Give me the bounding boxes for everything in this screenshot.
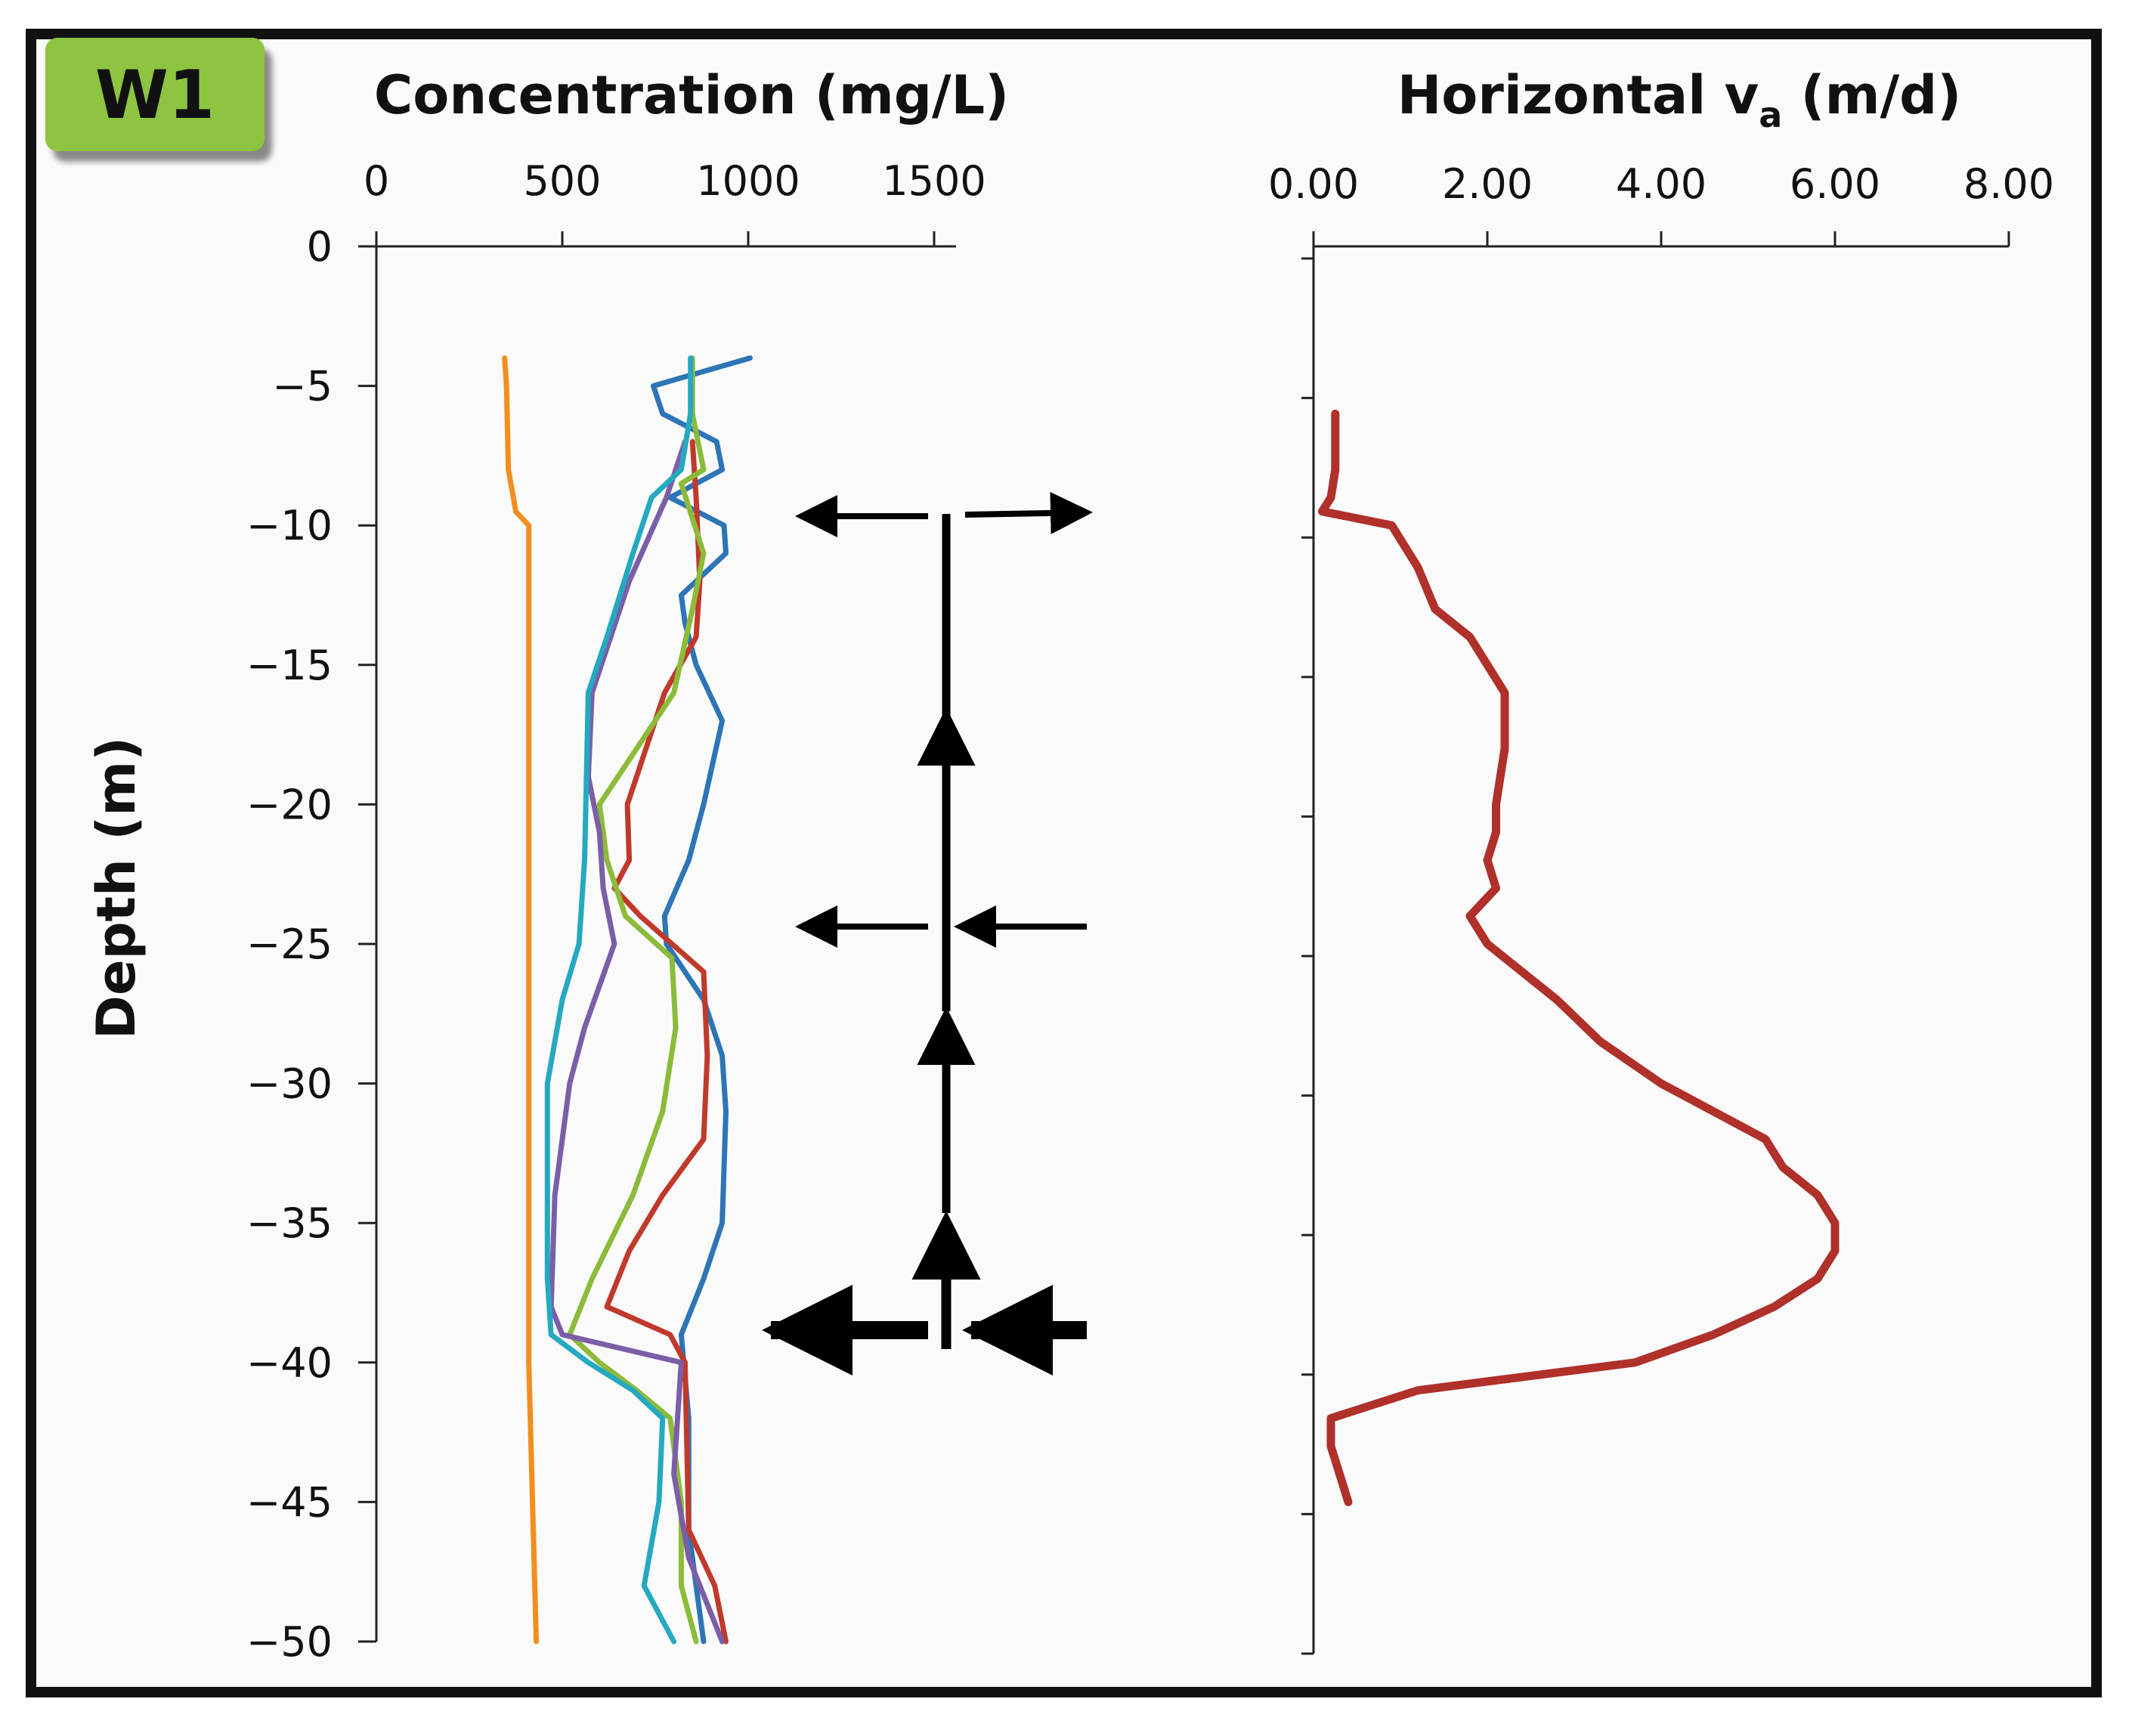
right-x-tick-labels: 0.00 2.00 4.00 6.00 8.00 (1268, 160, 2054, 208)
left-y-tick-label: 0 (307, 223, 333, 271)
left-y-tick-label: −15 (246, 642, 333, 689)
left-y-tick-label: −40 (246, 1339, 333, 1387)
right-x-tick-label: 6.00 (1790, 160, 1880, 208)
left-y-tick-label: −50 (246, 1618, 333, 1666)
left-y-tick-label: −25 (246, 921, 333, 968)
right-x-tick-label: 0.00 (1268, 160, 1359, 208)
velocity-series (1318, 410, 1840, 1506)
left-y-tick-label: −20 (246, 781, 333, 828)
left-y-tick-label: −45 (246, 1478, 333, 1526)
series-line-red (604, 438, 729, 1645)
left-y-tick-label: −5 (272, 363, 333, 410)
left-y-tick-label: −30 (246, 1060, 333, 1108)
velocity-line (1318, 410, 1840, 1506)
right-x-tick-label: 8.00 (1963, 160, 2054, 208)
figure-frame (26, 29, 2102, 1697)
series-line-green (567, 355, 707, 1645)
left-chart-title: Concentration (mg/L) (374, 64, 1009, 126)
series-line-blue (651, 355, 753, 1645)
series-line-purple (548, 438, 726, 1645)
left-x-tick-label: 500 (523, 157, 601, 205)
outflow-arrow-right (964, 491, 1093, 534)
series-line-orange (502, 355, 540, 1645)
left-x-tick-labels: 0 500 1000 1500 (364, 157, 986, 205)
right-axis-tick-marks (1301, 231, 2010, 1655)
concentration-series (502, 355, 753, 1645)
left-y-tick-label: −10 (246, 502, 333, 549)
left-x-tick-label: 1500 (882, 157, 986, 205)
y-axis-label: Depth (m) (85, 737, 147, 1039)
right-x-tick-label: 4.00 (1616, 160, 1707, 208)
left-y-tick-labels: 0 −5 −10 −15 −20 −25 −30 −35 −40 −45 −50 (246, 223, 333, 1666)
right-chart-title: Horizontal va (m/d) (1397, 64, 1962, 135)
left-axis-tick-marks (358, 231, 936, 1643)
well-badge: W1 (45, 38, 265, 151)
right-x-tick-label: 2.00 (1442, 160, 1533, 208)
left-y-tick-label: −35 (246, 1199, 333, 1247)
series-line-teal (544, 355, 694, 1645)
flow-diagram (762, 491, 1093, 1375)
left-x-tick-label: 0 (364, 157, 389, 205)
left-x-tick-label: 1000 (696, 157, 800, 205)
